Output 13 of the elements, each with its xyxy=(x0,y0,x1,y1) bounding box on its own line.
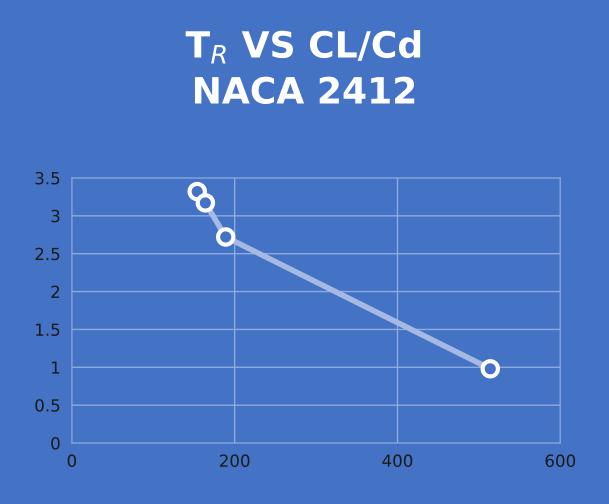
y-tick-label: 0.5 xyxy=(35,399,60,412)
y-tick-label: 3.5 xyxy=(36,172,60,184)
y-tick-label: 0 xyxy=(51,436,60,450)
y-tick-label: 1.5 xyxy=(36,324,60,336)
x-tick-label: 0 xyxy=(68,454,76,468)
x-tick-label: 400 xyxy=(382,454,412,468)
y-tick-label: 1 xyxy=(52,361,60,374)
x-tick-label: 600 xyxy=(546,454,576,468)
y-tick-label: 2.5 xyxy=(35,248,60,260)
y-tick-label: 2 xyxy=(51,285,60,298)
x-tick-label: 200 xyxy=(220,454,250,468)
chart-title: T$_{R}$ VS CL/Cd NACA 2412 xyxy=(186,30,420,104)
y-tick-label: 3 xyxy=(51,210,60,222)
